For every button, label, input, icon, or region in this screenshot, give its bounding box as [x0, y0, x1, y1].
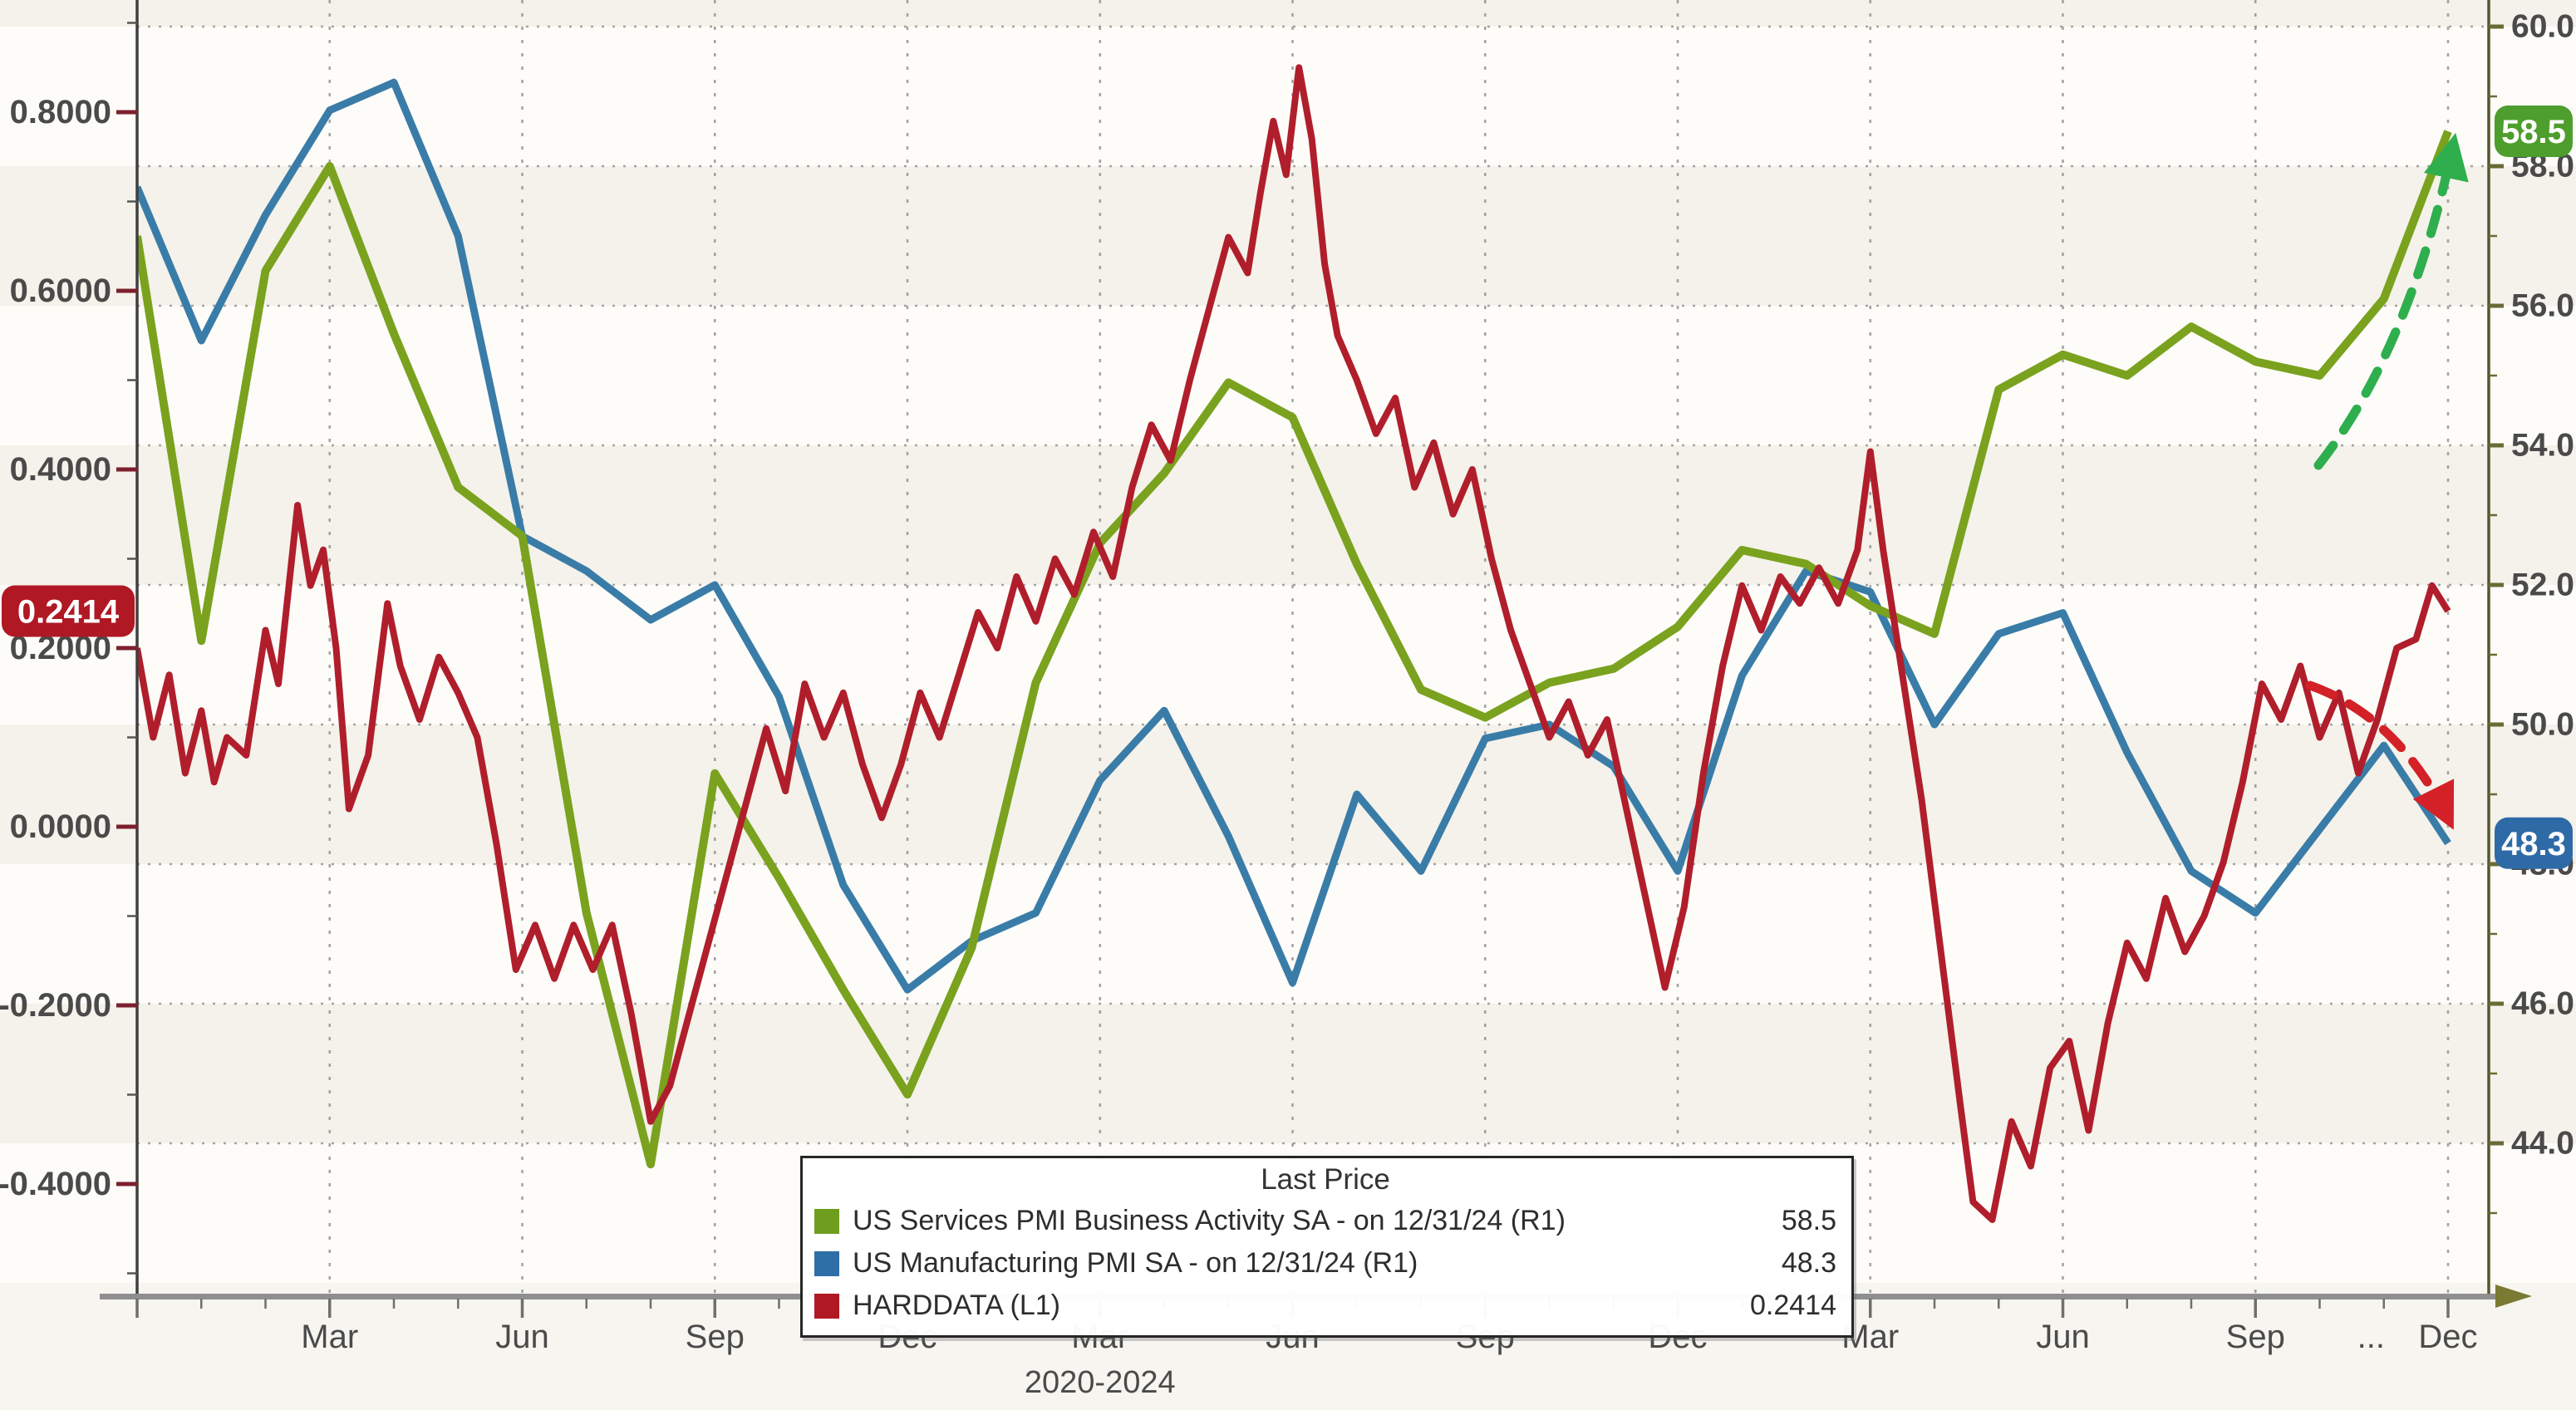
right-axis-tick-label: 60.0 [2511, 9, 2574, 45]
left-axis-tick-label: -0.4000 [0, 1166, 111, 1202]
x-axis-month-label: Jun [2036, 1319, 2090, 1355]
background-band [0, 585, 2576, 725]
background-band [0, 864, 2576, 1004]
x-axis-year-range-label: 2020-2024 [1025, 1365, 1176, 1400]
services-swatch-icon [814, 1208, 839, 1234]
manufacturing-down-arrow [2305, 680, 2455, 830]
right-axis-tick-label: 44.0 [2511, 1126, 2574, 1162]
series-group [137, 64, 2452, 1223]
background-band [0, 1004, 2576, 1143]
background-band [0, 166, 2576, 306]
services-pmi-line [137, 130, 2452, 1169]
right-axis-tick-label: 50.0 [2511, 707, 2574, 743]
legend-label: HARDDATA (L1) [853, 1290, 1061, 1321]
legend-label: US Manufacturing PMI SA - on 12/31/24 (R… [853, 1247, 1418, 1279]
x-axis-month-label: Jun [495, 1319, 549, 1355]
legend-row-harddata[interactable]: HARDDATA (L1) 0.2414 [814, 1285, 1836, 1327]
legend-row-services[interactable]: US Services PMI Business Activity SA - o… [814, 1200, 1836, 1242]
harddata-line [137, 64, 2451, 1223]
legend-label: US Services PMI Business Activity SA - o… [853, 1205, 1566, 1236]
legend-value: 58.5 [1781, 1205, 1836, 1236]
background-band [0, 0, 2576, 27]
x-axis-month-label: Dec [2418, 1319, 2477, 1355]
x-axis-arrow-icon [2495, 1285, 2532, 1308]
legend-box: Last Price US Services PMI Business Acti… [800, 1156, 1854, 1338]
manufacturing-last-badge-label: 48.3 [2501, 826, 2566, 862]
x-axis-month-label: Mar [301, 1319, 358, 1355]
x-axis-month-label: Sep [2226, 1319, 2285, 1355]
left-axis-tick-label: -0.2000 [0, 987, 111, 1024]
services-up-arrow [2313, 132, 2469, 470]
left-axis-tick-label: 0.6000 [10, 273, 111, 309]
right-axis-tick-label: 52.0 [2511, 567, 2574, 603]
services-last-badge [2495, 106, 2573, 157]
manufacturing-swatch-icon [814, 1250, 839, 1276]
right-axis-tick-label: 54.0 [2511, 428, 2574, 464]
legend-row-manufacturing[interactable]: US Manufacturing PMI SA - on 12/31/24 (R… [814, 1242, 1836, 1285]
x-axis-month-label: Sep [686, 1319, 745, 1355]
legend-value: 0.2414 [1750, 1290, 1836, 1321]
harddata-last-badge [2, 585, 135, 637]
background-band [0, 725, 2576, 864]
manufacturing-last-badge [2495, 817, 2573, 869]
harddata-swatch-icon [814, 1293, 839, 1319]
left-axis-tick-label: 0.4000 [10, 451, 111, 488]
left-axis-tick-label: 0.8000 [10, 94, 111, 130]
background-band [0, 445, 2576, 585]
x-axis-ellipsis-label: ... [2357, 1319, 2385, 1355]
left-axis-tick-label: 0.0000 [10, 808, 111, 845]
right-axis-tick-label: 56.0 [2511, 288, 2574, 324]
services-last-badge-label: 58.5 [2501, 114, 2566, 150]
legend-value: 48.3 [1781, 1247, 1836, 1279]
harddata-last-badge-label: 0.2414 [17, 593, 120, 630]
legend-title: Last Price [1261, 1163, 1390, 1196]
right-axis-tick-label: 46.0 [2511, 986, 2574, 1022]
